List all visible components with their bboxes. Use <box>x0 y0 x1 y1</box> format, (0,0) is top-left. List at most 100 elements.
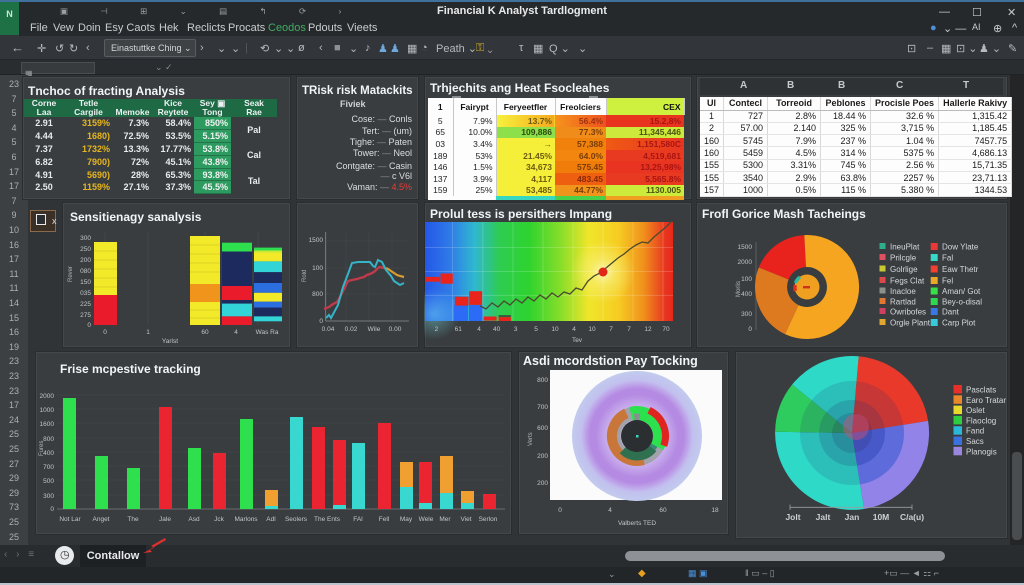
svg-text:Seolers: Seolers <box>285 516 308 523</box>
svg-text:0: 0 <box>103 329 107 336</box>
svg-text:275: 275 <box>80 312 91 319</box>
svg-text:225: 225 <box>80 301 91 308</box>
svg-text:60: 60 <box>659 507 667 514</box>
svg-text:Serlon: Serlon <box>479 516 498 523</box>
svg-text:400: 400 <box>741 291 752 298</box>
svg-text:250: 250 <box>80 246 91 253</box>
svg-text:500: 500 <box>43 478 54 485</box>
svg-text:4: 4 <box>608 507 612 514</box>
svg-text:Inacloe: Inacloe <box>890 287 916 296</box>
svg-text:Dant: Dant <box>942 308 960 317</box>
svg-text:300: 300 <box>80 235 91 242</box>
svg-text:Marlons: Marlons <box>234 516 258 523</box>
svg-text:Fel: Fel <box>942 277 953 286</box>
svg-text:Dow Ylate: Dow Ylate <box>942 243 979 252</box>
svg-text:200: 200 <box>537 480 548 487</box>
svg-text:Fell: Fell <box>379 516 390 523</box>
svg-text:2000: 2000 <box>738 259 753 266</box>
svg-text:0.02: 0.02 <box>345 326 358 333</box>
svg-text:Jale: Jale <box>159 516 171 523</box>
svg-text:Sacs: Sacs <box>966 437 984 446</box>
svg-text:0: 0 <box>558 507 562 514</box>
svg-text:800: 800 <box>537 377 548 384</box>
svg-text:Jolt: Jolt <box>785 512 800 522</box>
svg-text:Orgle Plant: Orgle Plant <box>890 319 931 328</box>
svg-text:Earo Tratar: Earo Tratar <box>966 396 1006 405</box>
svg-text:Fures: Fures <box>39 441 45 456</box>
svg-text:1500: 1500 <box>309 237 324 244</box>
svg-text:700: 700 <box>537 404 548 411</box>
svg-text:Bey-o-disal: Bey-o-disal <box>942 298 982 307</box>
svg-text:3: 3 <box>514 326 518 333</box>
svg-text:Asd: Asd <box>188 516 200 523</box>
svg-text:Wile: Wile <box>368 326 381 333</box>
svg-text:Anget: Anget <box>93 516 110 523</box>
svg-text:Was Ra: Was Ra <box>256 329 279 336</box>
svg-text:Prilcgle: Prilcgle <box>890 254 917 263</box>
svg-text:Fegs Clat: Fegs Clat <box>890 277 925 286</box>
svg-text:60: 60 <box>201 329 209 336</box>
svg-text:Jck: Jck <box>214 516 225 523</box>
svg-text:0: 0 <box>50 506 54 513</box>
svg-text:4: 4 <box>572 326 576 333</box>
svg-text:Rever: Rever <box>68 266 74 282</box>
svg-text:70: 70 <box>662 326 670 333</box>
svg-text:200: 200 <box>537 453 548 460</box>
svg-text:Owribofes: Owribofes <box>890 308 926 317</box>
svg-text:400: 400 <box>43 450 54 457</box>
svg-text:FAl: FAl <box>353 516 363 523</box>
svg-text:Adl: Adl <box>266 516 276 523</box>
svg-text:Viet: Viet <box>460 516 471 523</box>
svg-text:10: 10 <box>588 326 596 333</box>
svg-text:Yarlst: Yarlst <box>162 338 178 345</box>
svg-text:Planogis: Planogis <box>966 447 997 456</box>
svg-text:0.04: 0.04 <box>322 326 335 333</box>
svg-text:300: 300 <box>741 311 752 318</box>
svg-text:Aman/ Got: Aman/ Got <box>942 287 981 296</box>
svg-text:Fand: Fand <box>966 427 984 436</box>
svg-text:Jalt: Jalt <box>816 512 831 522</box>
svg-text:Oslet: Oslet <box>966 406 985 415</box>
svg-text:Jan: Jan <box>845 512 860 522</box>
svg-text:10M: 10M <box>873 512 890 522</box>
svg-text:080: 080 <box>80 268 91 275</box>
svg-text:100: 100 <box>312 265 323 272</box>
svg-text:1: 1 <box>146 329 150 336</box>
svg-text:800: 800 <box>43 436 54 443</box>
svg-text:Flaoclog: Flaoclog <box>966 416 996 425</box>
svg-text:Carp Plot: Carp Plot <box>942 319 976 328</box>
svg-text:0: 0 <box>87 322 91 329</box>
svg-text:1600: 1600 <box>40 421 55 428</box>
svg-text:Eaw Thetr: Eaw Thetr <box>942 265 979 274</box>
svg-text:4: 4 <box>234 329 238 336</box>
svg-text:The: The <box>127 516 139 523</box>
svg-text:2000: 2000 <box>40 393 55 400</box>
svg-text:2: 2 <box>435 326 439 333</box>
svg-text:700: 700 <box>43 464 54 471</box>
svg-text:10: 10 <box>551 326 559 333</box>
svg-text:4: 4 <box>477 326 481 333</box>
svg-text:150: 150 <box>80 279 91 286</box>
svg-text:0: 0 <box>319 318 323 325</box>
svg-text:Golrlige: Golrlige <box>890 265 918 274</box>
svg-text:800: 800 <box>312 291 323 298</box>
svg-text:18: 18 <box>711 507 719 514</box>
svg-text:12: 12 <box>644 326 652 333</box>
svg-text:300: 300 <box>43 493 54 500</box>
svg-text:Mer: Mer <box>439 516 451 523</box>
svg-text:7: 7 <box>609 326 613 333</box>
svg-text:100: 100 <box>741 276 752 283</box>
svg-text:0.00: 0.00 <box>389 326 402 333</box>
svg-text:7: 7 <box>627 326 631 333</box>
svg-text:IneuPlat: IneuPlat <box>890 243 920 252</box>
svg-text:Pasclats: Pasclats <box>966 386 996 395</box>
svg-text:Morlis: Morlis <box>736 281 742 297</box>
svg-text:600: 600 <box>537 425 548 432</box>
svg-text:Rold: Rold <box>302 270 308 282</box>
svg-text:1500: 1500 <box>738 244 753 251</box>
svg-text:Valberts TED: Valberts TED <box>618 520 656 527</box>
svg-text:The Ents: The Ents <box>314 516 341 523</box>
svg-text:5: 5 <box>534 326 538 333</box>
svg-text:C/a(u): C/a(u) <box>900 512 924 522</box>
svg-text:Tev: Tev <box>572 337 583 344</box>
